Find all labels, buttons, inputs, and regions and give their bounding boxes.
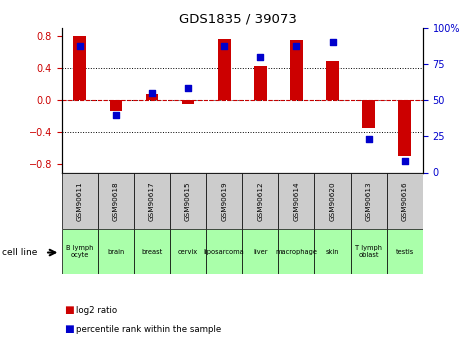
Bar: [110, 100, 122, 110]
Text: GSM90611: GSM90611: [77, 181, 83, 221]
Bar: [314, 172, 351, 229]
Text: GSM90612: GSM90612: [257, 181, 263, 221]
Bar: [134, 229, 170, 274]
Bar: [134, 172, 170, 229]
Point: [293, 44, 300, 49]
Bar: [206, 172, 242, 229]
Bar: [290, 40, 303, 100]
Bar: [314, 229, 351, 274]
Bar: [98, 172, 134, 229]
Bar: [170, 172, 206, 229]
Text: breast: breast: [142, 249, 162, 255]
Text: percentile rank within the sample: percentile rank within the sample: [76, 325, 221, 334]
Bar: [326, 61, 339, 100]
Text: B lymph
ocyte: B lymph ocyte: [66, 245, 94, 258]
Text: skin: skin: [326, 249, 339, 255]
Point: [329, 39, 336, 45]
Point: [76, 44, 84, 49]
Bar: [206, 229, 242, 274]
Point: [112, 112, 120, 117]
Point: [256, 54, 264, 59]
Bar: [242, 229, 278, 274]
Bar: [218, 39, 230, 100]
Point: [184, 86, 192, 91]
Point: [148, 90, 156, 96]
Text: log2 ratio: log2 ratio: [76, 306, 117, 315]
Bar: [170, 229, 206, 274]
Bar: [387, 229, 423, 274]
Text: brain: brain: [107, 249, 124, 255]
Bar: [387, 172, 423, 229]
Text: GSM90618: GSM90618: [113, 181, 119, 221]
Text: T lymph
oblast: T lymph oblast: [355, 245, 382, 258]
Text: GSM90613: GSM90613: [366, 181, 371, 221]
Bar: [254, 66, 266, 100]
Bar: [362, 100, 375, 128]
Text: macrophage: macrophage: [276, 249, 317, 255]
Text: liver: liver: [253, 249, 267, 255]
Text: GSM90619: GSM90619: [221, 181, 227, 221]
Text: cervix: cervix: [178, 249, 198, 255]
Bar: [62, 172, 98, 229]
Bar: [62, 229, 98, 274]
Text: ■: ■: [64, 306, 74, 315]
Bar: [242, 172, 278, 229]
Bar: [351, 229, 387, 274]
Point: [365, 136, 372, 142]
Text: GDS1835 / 39073: GDS1835 / 39073: [179, 12, 296, 25]
Text: GSM90620: GSM90620: [330, 181, 335, 221]
Bar: [182, 100, 194, 104]
Point: [220, 44, 228, 49]
Bar: [98, 229, 134, 274]
Text: GSM90617: GSM90617: [149, 181, 155, 221]
Bar: [351, 172, 387, 229]
Text: GSM90614: GSM90614: [294, 181, 299, 221]
Bar: [278, 229, 314, 274]
Bar: [278, 172, 314, 229]
Text: GSM90616: GSM90616: [402, 181, 408, 221]
Bar: [74, 36, 86, 100]
Text: GSM90615: GSM90615: [185, 181, 191, 221]
Text: ■: ■: [64, 325, 74, 334]
Bar: [146, 95, 158, 100]
Text: liposarcoma: liposarcoma: [204, 249, 245, 255]
Bar: [399, 100, 411, 156]
Text: cell line: cell line: [2, 248, 38, 257]
Point: [401, 158, 408, 164]
Text: testis: testis: [396, 249, 414, 255]
